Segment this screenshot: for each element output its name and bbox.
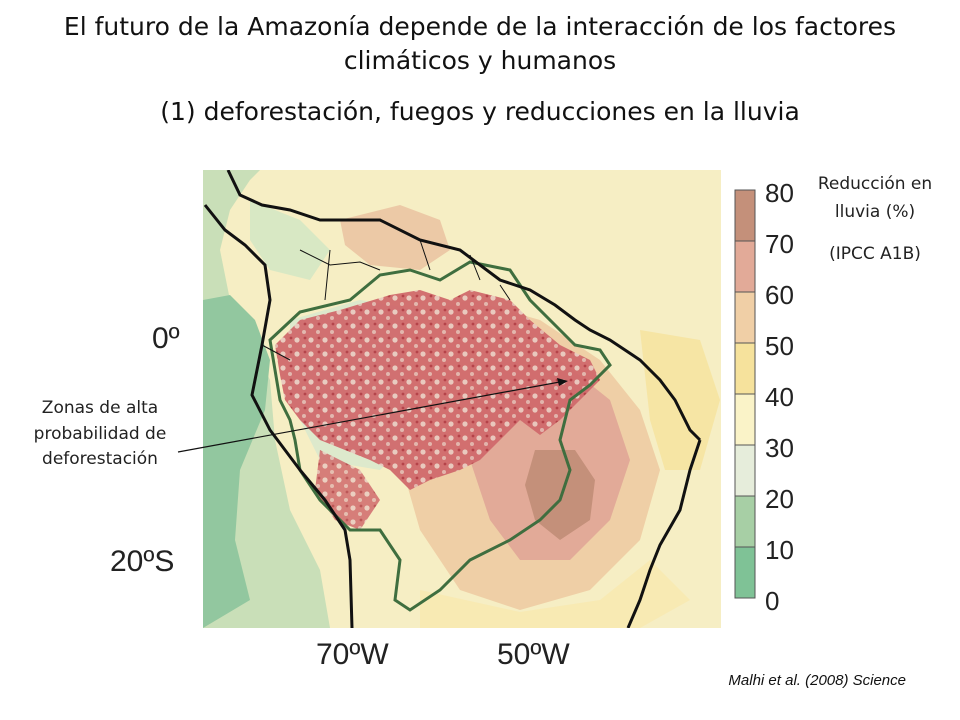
legend-tick-0: 0 — [765, 586, 780, 616]
legend-tick-20: 20 — [765, 484, 794, 514]
coastline-east — [626, 439, 702, 628]
slide-title: El futuro de la Amazonía depende de la i… — [63, 12, 897, 75]
rainfall-zone-yellow — [640, 330, 720, 470]
lat-label-0: 0º — [152, 322, 180, 355]
legend-tick-50: 50 — [765, 331, 794, 361]
legend-title: Reducción en lluvia (%) — [817, 174, 933, 222]
lon-label-70w: 70ºW — [316, 638, 389, 671]
slide-subtitle: (1) deforestación, fuegos y reducciones … — [160, 97, 800, 126]
rainfall-zone-green-north — [250, 200, 330, 280]
source-citation: Malhi et al. (2008) Science — [728, 672, 906, 689]
legend-tick-30: 30 — [765, 433, 794, 463]
deforestation-annotation: Zonas de alta probabilidad de deforestac… — [33, 398, 167, 469]
legend-tick-60: 60 — [765, 280, 794, 310]
coastline — [203, 204, 354, 628]
lat-label-20s: 20ºS — [110, 545, 175, 578]
legend-subtitle: (IPCC A1B) — [829, 244, 921, 264]
legend-colorbar — [734, 189, 756, 599]
legend-tick-10: 10 — [765, 535, 794, 565]
legend-tick-40: 40 — [765, 382, 794, 412]
amazon-basin-outline — [268, 260, 612, 612]
annotation-arrowhead — [557, 378, 568, 386]
rainfall-zone-deep-green — [203, 295, 270, 628]
legend-tick-80: 80 — [765, 178, 794, 208]
lon-label-50w: 50ºW — [497, 638, 570, 671]
country-border — [261, 239, 511, 361]
annotation-arrow — [177, 380, 566, 453]
coastline-north — [226, 170, 702, 442]
deforestation-zone — [275, 290, 600, 490]
rainfall-zone-yellow-south — [420, 560, 690, 628]
legend-tick-70: 70 — [765, 229, 794, 259]
